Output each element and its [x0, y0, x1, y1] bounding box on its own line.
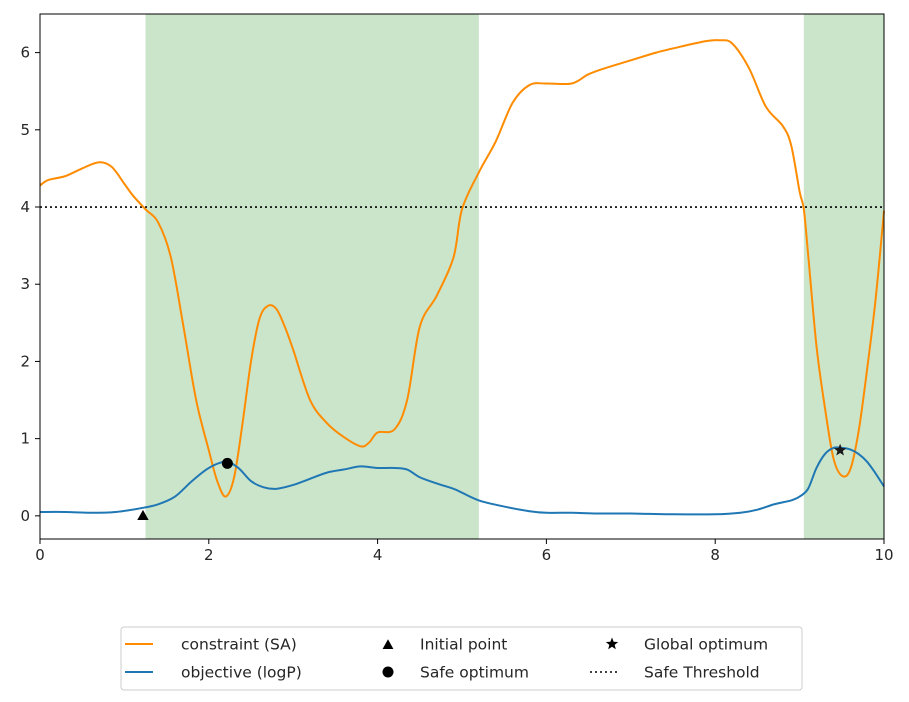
y-tick-label: 2 — [20, 352, 30, 370]
legend-frame — [120, 626, 803, 691]
series-line-1 — [39, 446, 885, 516]
marker-circle — [221, 457, 233, 469]
y-tick-label: 3 — [20, 275, 30, 293]
x-tick-label: 8 — [710, 546, 720, 564]
x-tick-label: 6 — [542, 546, 552, 564]
x-tick-label: 10 — [874, 546, 893, 564]
x-tick-label: 2 — [204, 546, 214, 564]
safe-region-1 — [803, 14, 884, 539]
marker-triangle — [137, 509, 149, 521]
series-layer — [39, 39, 885, 516]
x-axis-ticks: 0 2 4 6 8 10 — [35, 539, 894, 564]
safe-regions — [145, 14, 884, 539]
legend-label: constraint (SA) — [181, 636, 297, 654]
series-line-0 — [39, 39, 885, 498]
marker-layer — [137, 443, 847, 521]
legend-circle-icon — [382, 666, 394, 678]
y-tick-label: 1 — [20, 430, 30, 448]
plot-frame — [39, 13, 885, 540]
y-tick-label: 6 — [20, 44, 30, 62]
legend: constraint (SA) objective (logP) Initial p… — [120, 626, 803, 691]
legend-label: Initial point — [420, 636, 507, 654]
y-tick-label: 0 — [20, 507, 30, 525]
y-tick-label: 4 — [20, 198, 30, 216]
marker-star — [833, 443, 847, 456]
safe-region-0 — [145, 14, 479, 539]
legend-label: Safe Threshold — [644, 664, 760, 682]
legend-triangle-icon — [382, 639, 394, 649]
y-tick-label: 5 — [20, 121, 30, 139]
legend-label: objective (logP) — [181, 664, 302, 682]
legend-label: Global optimum — [644, 636, 768, 654]
legend-star-icon — [605, 637, 619, 650]
legend-label: Safe optimum — [420, 664, 529, 682]
x-tick-label: 4 — [373, 546, 383, 564]
x-tick-label: 0 — [35, 546, 45, 564]
y-axis-ticks: 0 1 2 3 4 5 6 — [20, 44, 40, 525]
